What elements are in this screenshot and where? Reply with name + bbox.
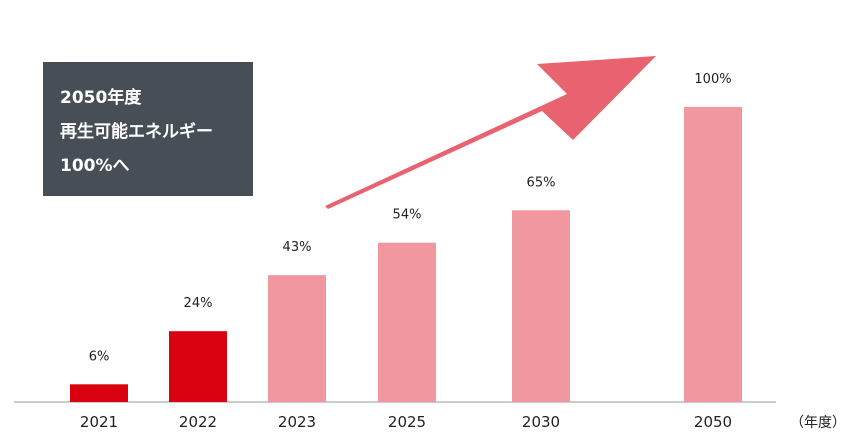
callout-line-renewable: 再生可能エネルギー [60, 122, 213, 142]
x-tick-label-2030: 2030 [522, 413, 560, 431]
x-tick-label-2025: 2025 [388, 413, 426, 431]
bar-2030 [512, 210, 570, 402]
bar-2023 [268, 275, 326, 402]
bar-value-label-2030: 65% [527, 175, 556, 190]
x-tick-label-2021: 2021 [80, 413, 118, 431]
callout-line-year: 2050年度 [60, 88, 142, 108]
bar-value-label-2025: 54% [393, 208, 422, 223]
growth-arrow [325, 56, 656, 209]
bar-2022 [169, 331, 227, 402]
bar-value-label-2022: 24% [184, 296, 213, 311]
bar-value-label-2021: 6% [89, 349, 110, 364]
bar-value-label-2050: 100% [694, 72, 731, 87]
x-tick-label-2050: 2050 [694, 413, 732, 431]
bar-2050 [684, 107, 742, 402]
x-axis-unit-label: （年度） [790, 415, 846, 431]
x-tick-label-2022: 2022 [179, 413, 217, 431]
goal-callout-box: 2050年度 再生可能エネルギー 100%へ [43, 62, 253, 196]
x-tick-label-2023: 2023 [278, 413, 316, 431]
bar-value-label-2023: 43% [283, 240, 312, 255]
bar-2021 [70, 384, 128, 402]
bar-2025 [378, 242, 436, 402]
callout-line-target: 100%へ [60, 156, 130, 176]
